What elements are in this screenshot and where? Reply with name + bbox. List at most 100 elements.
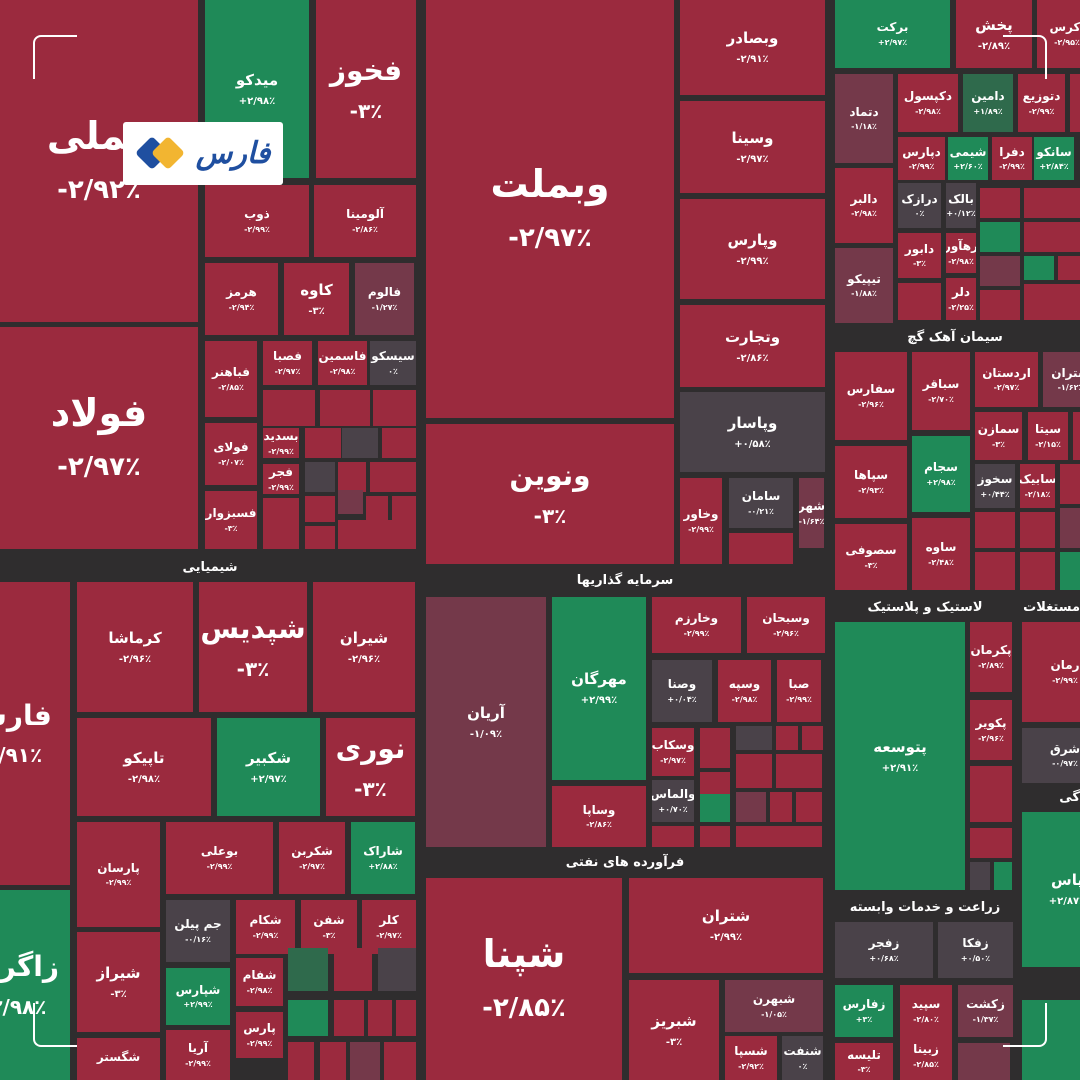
stock-tile[interactable] bbox=[378, 948, 416, 991]
stock-tile[interactable]: پارسان -۲/۹۹٪ bbox=[77, 822, 160, 927]
stock-tile[interactable] bbox=[1060, 552, 1080, 590]
stock-tile[interactable] bbox=[384, 1042, 416, 1080]
stock-tile[interactable]: هرمز -۲/۹۴٪ bbox=[205, 263, 278, 335]
stock-tile[interactable] bbox=[288, 948, 328, 991]
stock-tile[interactable]: رهآور -۲/۹۸٪ bbox=[946, 233, 976, 273]
stock-tile[interactable]: شسپا -۲/۹۲٪ bbox=[725, 1036, 777, 1080]
stock-tile[interactable]: رمان -۲/۹۹٪ bbox=[1022, 622, 1080, 722]
stock-tile[interactable]: دپارس -۲/۹۹٪ bbox=[898, 137, 945, 180]
stock-tile[interactable]: آلومینا -۲/۸۶٪ bbox=[314, 185, 416, 257]
stock-tile[interactable]: فجر -۲/۹۹٪ bbox=[263, 464, 299, 494]
stock-tile[interactable] bbox=[802, 726, 823, 750]
stock-tile[interactable]: زفجر +۰/۶۸٪ bbox=[835, 922, 933, 978]
stock-tile[interactable] bbox=[366, 496, 388, 520]
stock-tile[interactable]: دامین +۱/۸۹٪ bbox=[963, 74, 1013, 132]
stock-tile[interactable]: اکرس -۲/۹۵٪ bbox=[1037, 0, 1080, 68]
stock-tile[interactable]: کاوه -۳٪ bbox=[284, 263, 349, 335]
stock-tile[interactable]: شیران -۲/۹۶٪ bbox=[313, 582, 415, 712]
stock-tile[interactable]: دابور -۳٪ bbox=[898, 233, 941, 278]
stock-tile[interactable] bbox=[736, 792, 766, 822]
stock-tile[interactable]: جم پیلن -۰/۱۶٪ bbox=[166, 900, 230, 962]
stock-tile[interactable]: شپدیس -۳٪ bbox=[199, 582, 307, 712]
stock-tile[interactable]: وتجارت -۲/۸۶٪ bbox=[680, 305, 825, 387]
stock-tile[interactable]: شبریز -۳٪ bbox=[629, 980, 719, 1080]
stock-tile[interactable] bbox=[776, 754, 822, 788]
stock-tile[interactable] bbox=[980, 188, 1020, 218]
stock-tile[interactable]: پارس -۲/۹۹٪ bbox=[236, 1012, 283, 1058]
stock-tile[interactable]: برکت +۲/۹۷٪ bbox=[835, 0, 950, 68]
stock-tile[interactable]: شپنا -۲/۸۵٪ bbox=[426, 878, 622, 1080]
stock-tile[interactable] bbox=[1024, 188, 1080, 218]
stock-tile[interactable]: فباهنر -۲/۸۵٪ bbox=[205, 341, 257, 417]
stock-tile[interactable] bbox=[334, 948, 372, 991]
stock-tile[interactable]: کلر -۲/۹۷٪ bbox=[362, 900, 416, 954]
stock-tile[interactable] bbox=[338, 490, 363, 514]
stock-tile[interactable]: سیتا -۲/۱۵٪ bbox=[1028, 412, 1068, 460]
stock-tile[interactable]: وخارزم -۲/۹۹٪ bbox=[652, 597, 741, 653]
stock-tile[interactable]: فخوز -۳٪ bbox=[316, 0, 416, 178]
stock-tile[interactable] bbox=[288, 1042, 314, 1080]
stock-tile[interactable]: کرماشا -۲/۹۶٪ bbox=[77, 582, 193, 712]
stock-tile[interactable]: شبهرن -۱/۰۵٪ bbox=[725, 980, 823, 1032]
stock-tile[interactable]: وخاور -۲/۹۹٪ bbox=[680, 478, 722, 564]
stock-tile[interactable]: فاسمین -۲/۹۸٪ bbox=[318, 341, 367, 385]
stock-tile[interactable]: بسدید -۲/۹۹٪ bbox=[263, 428, 299, 458]
stock-tile[interactable] bbox=[770, 792, 792, 822]
stock-tile[interactable]: درازک ۰٪ bbox=[898, 183, 941, 228]
stock-tile[interactable]: مهرگان +۲/۹۹٪ bbox=[552, 597, 646, 780]
stock-tile[interactable] bbox=[305, 496, 335, 522]
stock-tile[interactable]: شپارس +۲/۹۹٪ bbox=[166, 968, 230, 1025]
stock-tile[interactable]: پکرمان -۲/۸۹٪ bbox=[970, 622, 1012, 692]
stock-tile[interactable]: شکربن -۲/۹۷٪ bbox=[279, 822, 345, 894]
stock-tile[interactable] bbox=[382, 428, 416, 458]
stock-tile[interactable]: زبینا -۲/۸۵٪ bbox=[900, 1032, 952, 1080]
stock-tile[interactable] bbox=[980, 256, 1020, 286]
stock-tile[interactable]: سفارس -۲/۹۶٪ bbox=[835, 352, 907, 440]
stock-tile[interactable]: زفارس +۳٪ bbox=[835, 985, 893, 1037]
stock-tile[interactable] bbox=[305, 428, 341, 458]
stock-tile[interactable]: آریان -۱/۰۹٪ bbox=[426, 597, 546, 847]
stock-tile[interactable] bbox=[305, 526, 335, 549]
stock-tile[interactable] bbox=[1058, 256, 1080, 280]
stock-tile[interactable] bbox=[1024, 256, 1054, 280]
stock-tile[interactable] bbox=[1060, 508, 1080, 548]
stock-tile[interactable]: بالک +۰/۱۲٪ bbox=[946, 183, 976, 228]
stock-tile[interactable]: شگستر bbox=[77, 1038, 160, 1080]
stock-tile[interactable]: تاپیکو -۲/۹۸٪ bbox=[77, 718, 211, 816]
stock-tile[interactable] bbox=[898, 283, 941, 320]
stock-tile[interactable]: وصنا +۰/۰۴٪ bbox=[652, 660, 712, 722]
stock-tile[interactable] bbox=[320, 390, 370, 426]
stock-tile[interactable] bbox=[980, 222, 1020, 252]
stock-tile[interactable]: وپاسار +۰/۵۸٪ bbox=[680, 392, 825, 472]
stock-tile[interactable]: سخوز +۰/۴۴٪ bbox=[975, 464, 1015, 508]
stock-tile[interactable]: شنفت ۰٪ bbox=[782, 1036, 823, 1080]
stock-tile[interactable] bbox=[350, 1042, 380, 1080]
stock-tile[interactable]: شفام -۲/۹۸٪ bbox=[236, 958, 283, 1006]
stock-tile[interactable] bbox=[994, 862, 1012, 890]
stock-tile[interactable]: سپاها -۲/۹۳٪ bbox=[835, 446, 907, 518]
stock-tile[interactable] bbox=[338, 462, 366, 492]
stock-tile[interactable]: پخش -۲/۸۹٪ bbox=[956, 0, 1032, 68]
stock-tile[interactable] bbox=[338, 520, 416, 549]
stock-tile[interactable]: وپارس -۲/۹۹٪ bbox=[680, 199, 825, 299]
stock-tile[interactable]: وبصادر -۲/۹۱٪ bbox=[680, 0, 825, 95]
stock-tile[interactable] bbox=[1060, 464, 1080, 504]
stock-tile[interactable] bbox=[320, 1042, 346, 1080]
stock-tile[interactable]: سابیک -۲/۱۸٪ bbox=[1020, 464, 1055, 508]
stock-tile[interactable]: سباقر -۲/۷۰٪ bbox=[912, 352, 970, 430]
stock-tile[interactable]: فسبزوار -۳٪ bbox=[205, 491, 257, 549]
stock-tile[interactable]: آریا -۲/۹۹٪ bbox=[166, 1030, 230, 1080]
stock-tile[interactable] bbox=[970, 828, 1012, 858]
stock-tile[interactable]: سمازن -۳٪ bbox=[975, 412, 1022, 460]
stock-tile[interactable]: سصوفی -۳٪ bbox=[835, 524, 907, 590]
stock-tile[interactable] bbox=[700, 728, 730, 768]
stock-tile[interactable]: زکشت -۱/۳۷٪ bbox=[958, 985, 1013, 1037]
stock-tile[interactable] bbox=[729, 533, 793, 564]
stock-tile[interactable]: والماس +۰/۷۰٪ bbox=[652, 780, 694, 822]
stock-tile[interactable]: دتوزیع -۲/۹۹٪ bbox=[1018, 74, 1065, 132]
stock-tile[interactable]: وسینا -۲/۹۷٪ bbox=[680, 101, 825, 193]
stock-tile[interactable] bbox=[1020, 552, 1055, 590]
stock-tile[interactable]: پتوسعه +۲/۹۱٪ bbox=[835, 622, 965, 890]
stock-tile[interactable]: ستران -۱/۶۲٪ bbox=[1043, 352, 1080, 407]
stock-tile[interactable]: شاراک +۲/۸۸٪ bbox=[351, 822, 415, 894]
